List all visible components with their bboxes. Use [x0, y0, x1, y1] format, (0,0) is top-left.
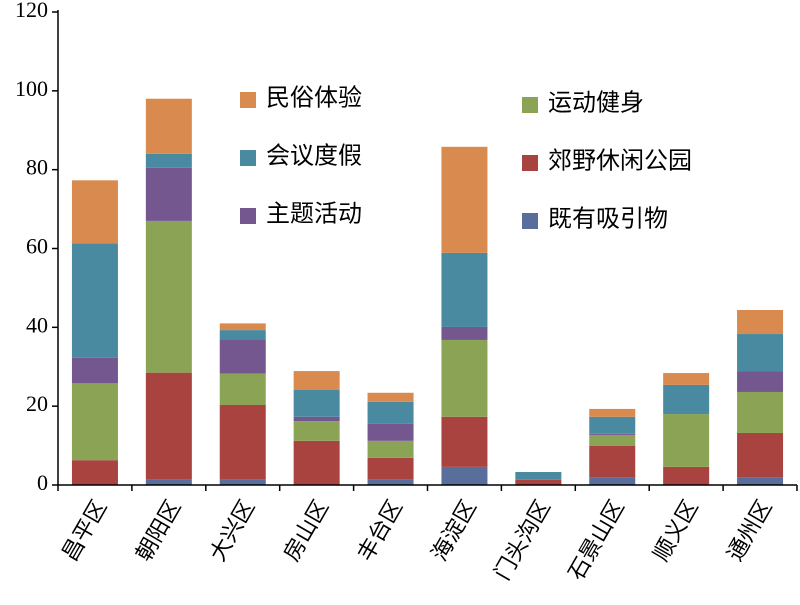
bar-segment: [219, 373, 266, 405]
bar-segment: [293, 440, 340, 485]
bar-segment: [145, 98, 192, 154]
bar-segment: [441, 466, 488, 485]
bar-segment: [663, 466, 710, 485]
bar-segment: [145, 167, 192, 221]
bar-segment: [145, 479, 192, 485]
x-tick-label: 石景山区: [563, 496, 629, 585]
y-tick-label: 80: [26, 155, 48, 180]
bar-segment: [367, 479, 414, 485]
bar-segment: [663, 414, 710, 467]
bar-segment: [145, 372, 192, 480]
y-tick-label: 60: [26, 234, 48, 259]
bar-segment: [293, 371, 340, 391]
bar-segment: [145, 220, 192, 373]
x-tick-label: 丰台区: [353, 496, 408, 566]
bar-segment: [367, 423, 414, 441]
x-tick-label: 大兴区: [205, 496, 260, 566]
x-tick-label: 通州区: [722, 496, 777, 566]
bar-segment: [367, 440, 414, 458]
legend-label: 运动健身: [548, 90, 644, 117]
legend-label: 郊野休闲公园: [548, 148, 692, 175]
bar-segment: [589, 433, 636, 435]
legend-label: 会议度假: [266, 143, 362, 170]
bar-segment: [663, 373, 710, 385]
bar-segment: [441, 146, 488, 253]
bar-segment: [441, 339, 488, 417]
x-tick-label: 门头沟区: [489, 496, 555, 585]
x-tick-label: 房山区: [279, 496, 334, 566]
bar-segment: [589, 408, 636, 417]
bar-segment: [663, 384, 710, 415]
bar-segment: [71, 357, 118, 384]
bar-segment: [515, 479, 562, 485]
bar-segment: [737, 477, 784, 485]
bar-segment: [367, 401, 414, 424]
x-tick-label: 顺义区: [648, 496, 703, 566]
bar-segment: [515, 471, 562, 480]
bar-segment: [145, 153, 192, 168]
legend-swatch: [240, 208, 256, 224]
bar-segment: [219, 323, 266, 331]
bar-segment: [293, 416, 340, 422]
bar-segment: [71, 383, 118, 461]
bar-segment: [589, 445, 636, 478]
bar-segment: [589, 416, 636, 434]
bar-segment: [737, 334, 784, 372]
y-tick-label: 0: [37, 470, 48, 495]
bar-segment: [441, 416, 488, 467]
bar-segment: [737, 391, 784, 433]
bar-segment: [589, 477, 636, 485]
x-tick-label: 海淀区: [426, 496, 481, 566]
bar-segment: [293, 390, 340, 417]
bar-segment: [219, 404, 266, 480]
legend-label: 民俗体验: [266, 85, 362, 112]
legend-swatch: [522, 97, 538, 113]
bar-segment: [441, 326, 488, 340]
bar-segment: [71, 180, 118, 244]
bar-segment: [441, 252, 488, 327]
legend-label: 既有吸引物: [548, 206, 668, 233]
y-tick-label: 100: [15, 76, 48, 101]
y-tick-label: 120: [15, 0, 48, 22]
bar-segment: [293, 421, 340, 441]
bar-segment: [737, 371, 784, 392]
legend-label: 主题活动: [266, 201, 362, 228]
legend-swatch: [240, 92, 256, 108]
bar-segment: [219, 330, 266, 340]
x-tick-label: 朝阳区: [131, 496, 186, 566]
x-tick-label: 昌平区: [57, 496, 112, 566]
bar-segment: [737, 432, 784, 478]
bar-segment: [71, 460, 118, 485]
bar-segment: [219, 479, 266, 485]
bar-segment: [219, 339, 266, 374]
bar-segment: [71, 243, 118, 358]
legend-swatch: [240, 150, 256, 166]
y-tick-label: 20: [26, 391, 48, 416]
legend-swatch: [522, 155, 538, 171]
bar-segment: [367, 392, 414, 402]
bar-segment: [589, 434, 636, 446]
y-tick-label: 40: [26, 312, 48, 337]
legend-swatch: [522, 213, 538, 229]
bar-segment: [737, 309, 784, 335]
bar-segment: [367, 457, 414, 480]
